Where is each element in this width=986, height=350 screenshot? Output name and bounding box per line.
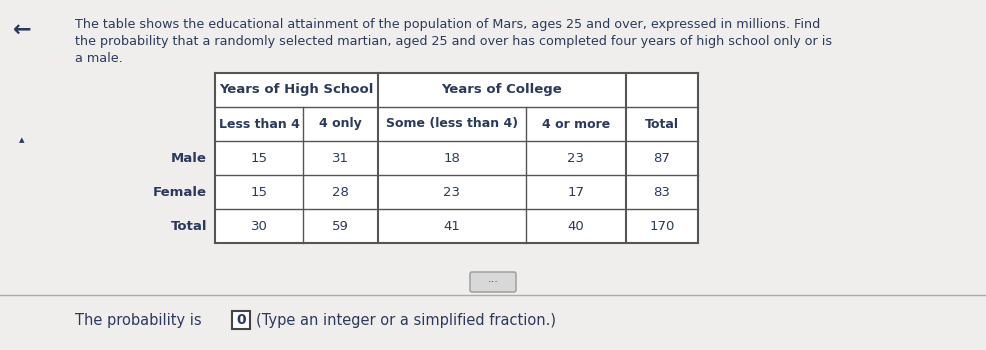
Text: 18: 18: [444, 152, 460, 164]
Text: (Type an integer or a simplified fraction.): (Type an integer or a simplified fractio…: [256, 313, 556, 328]
Text: 30: 30: [250, 219, 267, 232]
Text: ←: ←: [13, 20, 32, 40]
Text: Less than 4: Less than 4: [219, 118, 300, 131]
Text: Female: Female: [153, 186, 207, 198]
Text: Male: Male: [172, 152, 207, 164]
Text: ▴: ▴: [19, 135, 25, 145]
Text: 83: 83: [654, 186, 670, 198]
Text: a male.: a male.: [75, 52, 122, 65]
Bar: [232, 311, 250, 329]
Text: 4 only: 4 only: [319, 118, 362, 131]
Text: 170: 170: [650, 219, 674, 232]
Text: 23: 23: [444, 186, 460, 198]
Text: 59: 59: [332, 219, 349, 232]
Text: ···: ···: [487, 277, 499, 287]
Text: 41: 41: [444, 219, 460, 232]
Text: 15: 15: [250, 152, 267, 164]
Text: Years of High School: Years of High School: [219, 84, 374, 97]
Text: The table shows the educational attainment of the population of Mars, ages 25 an: The table shows the educational attainme…: [75, 18, 820, 31]
Text: 0: 0: [237, 313, 246, 327]
Text: 17: 17: [568, 186, 585, 198]
Text: 28: 28: [332, 186, 349, 198]
Text: 31: 31: [332, 152, 349, 164]
Text: the probability that a randomly selected martian, aged 25 and over has completed: the probability that a randomly selected…: [75, 35, 832, 48]
Text: 87: 87: [654, 152, 670, 164]
Text: Total: Total: [171, 219, 207, 232]
FancyBboxPatch shape: [470, 272, 516, 292]
Text: 40: 40: [568, 219, 585, 232]
Text: The probability is: The probability is: [75, 313, 206, 328]
Text: 4 or more: 4 or more: [542, 118, 610, 131]
Text: Years of College: Years of College: [442, 84, 562, 97]
Bar: [215, 73, 698, 243]
Text: 23: 23: [568, 152, 585, 164]
Text: 15: 15: [250, 186, 267, 198]
Text: Some (less than 4): Some (less than 4): [386, 118, 518, 131]
Text: Total: Total: [645, 118, 679, 131]
